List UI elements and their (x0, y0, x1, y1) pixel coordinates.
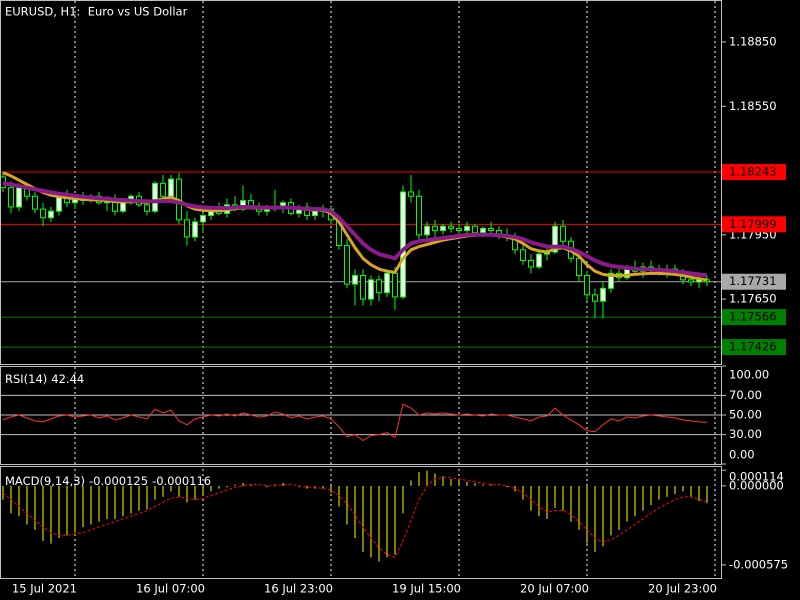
candle-body (536, 253, 542, 268)
main-pane-frame (0, 0, 722, 365)
chart-layer: 15 Jul 2021 16 Jul 07:00 16 Jul 23:00 19 Ju… (0, 1, 788, 596)
candle-body (480, 227, 486, 234)
indicator-line (2, 477, 708, 558)
y-tick-label: 0.00 (729, 448, 755, 462)
x-tick-label: 20 Jul 23:00 (648, 582, 717, 596)
pane-title-name: MACD(9,14,3) (5, 474, 85, 488)
candle-body (56, 195, 62, 212)
candle-body (200, 215, 206, 223)
candle-body (352, 275, 358, 285)
candle-body (440, 225, 446, 232)
candle-body (560, 225, 566, 242)
candle-body (312, 210, 318, 217)
candle-body (472, 225, 478, 234)
y-tick-label: 0.000000 (729, 478, 784, 492)
candle-body (48, 210, 54, 219)
candle-body (184, 219, 190, 238)
y-tick-label: 70.00 (729, 388, 762, 402)
pane-title: RSI(14) 42.44 (5, 372, 84, 386)
candle-body (448, 225, 454, 229)
indicator-line (2, 181, 708, 278)
pane-title-value: -0.000125 (89, 474, 148, 488)
pane-title-value: -0.000116 (152, 474, 211, 488)
x-tick-label: 20 Jul 07:00 (520, 582, 589, 596)
macd-pane-frame (0, 466, 722, 579)
candle-body (8, 187, 14, 208)
y-tick-label: 100.00 (729, 368, 769, 382)
candle-body (576, 257, 582, 277)
price-label-box (722, 309, 786, 326)
price-label-box (722, 339, 786, 356)
candle-body (520, 249, 526, 262)
candle-body (368, 279, 374, 300)
candle-body (552, 225, 558, 253)
pane-title-value: 42.44 (51, 372, 84, 386)
indicator-line (2, 403, 708, 441)
candle-body (600, 287, 606, 302)
candle-body (152, 182, 158, 212)
candle-body (144, 204, 150, 212)
y-tick-label: 1.18850 (729, 34, 777, 48)
candle-body (488, 227, 494, 232)
pane-title: MACD(9,14,3) -0.000125 -0.000116 (5, 474, 211, 488)
candle-body (688, 279, 694, 283)
candle-body (424, 225, 430, 236)
candle-body (376, 279, 382, 294)
x-tick-label: 16 Jul 23:00 (264, 582, 333, 596)
candle-body (392, 272, 398, 298)
pane-title-name: RSI(14) (5, 372, 47, 386)
price-label: 1.17426 (729, 340, 777, 354)
candle-body (584, 275, 590, 296)
price-label: 1.18243 (729, 165, 777, 179)
candle-body (360, 275, 366, 300)
price-label-box (722, 164, 786, 181)
y-tick-label: 1.17650 (729, 292, 777, 306)
candle-body (160, 182, 166, 197)
candle-body (192, 221, 198, 238)
price-label-box (722, 273, 786, 290)
y-tick-label: 30.00 (729, 427, 762, 441)
y-tick-label: 0.000114 (729, 470, 784, 484)
candle-body (120, 202, 126, 212)
candle-body (16, 187, 22, 208)
candle-body (400, 191, 406, 298)
price-label: 1.17999 (729, 217, 777, 231)
y-tick-label: 50.00 (729, 408, 762, 422)
y-tick-label: 1.18550 (729, 99, 777, 113)
candle-body (416, 195, 422, 236)
price-label: 1.17566 (729, 310, 777, 324)
candle-body (408, 191, 414, 197)
candle-body (432, 225, 438, 232)
x-tick-label: 19 Jul 15:00 (392, 582, 461, 596)
candle-body (168, 178, 174, 197)
x-tick-label: 15 Jul 2021 (12, 582, 77, 596)
x-tick-label: 16 Jul 07:00 (136, 582, 205, 596)
y-tick-label: -0.000575 (729, 557, 788, 571)
rsi-pane-frame (0, 366, 722, 465)
candle-body (344, 245, 350, 285)
candle-body (464, 225, 470, 232)
price-label-box (722, 216, 786, 233)
candle-body (608, 272, 614, 289)
candle-body (384, 272, 390, 294)
candle-body (528, 260, 534, 268)
candle-body (32, 195, 38, 210)
candle-body (40, 208, 46, 219)
candle-body (592, 294, 598, 302)
price-label: 1.17731 (729, 274, 777, 288)
candle-body (456, 227, 462, 232)
chart-title: EURUSD, H1: Euro vs US Dollar (5, 5, 188, 19)
